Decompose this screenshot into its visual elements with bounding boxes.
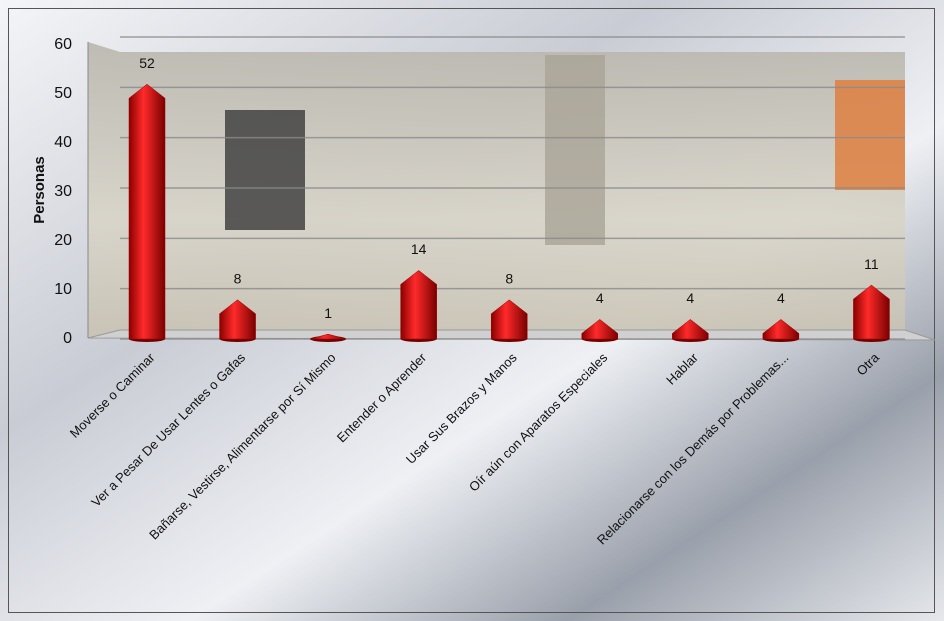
value-label: 1 [324,305,332,321]
y-tick-label: 40 [54,134,72,151]
y-tick-label: 60 [54,36,72,53]
bar [490,299,528,340]
frame [8,8,935,613]
value-label: 4 [596,290,604,306]
value-label: 8 [234,271,242,287]
photo-column [545,55,605,245]
value-label: 8 [505,271,513,287]
y-tick-label: 20 [54,232,72,249]
value-label: 4 [777,290,785,306]
y-axis-title: Personas [31,156,48,224]
bar [400,270,437,340]
value-label: 52 [139,55,155,71]
y-tick-label: 0 [63,330,72,347]
photo-wall [835,80,905,190]
value-label: 14 [411,241,427,257]
value-label: 4 [686,290,694,306]
bar [762,319,800,340]
bar [128,83,166,340]
bar [581,319,619,340]
bar [310,333,347,340]
bar [853,284,890,340]
y-tick-label: 50 [54,85,72,102]
bar [219,299,256,340]
value-label: 11 [864,256,879,272]
bar [672,319,709,340]
y-tick-label: 30 [54,183,72,200]
y-tick-label: 10 [54,281,72,298]
photo-door [225,110,305,230]
